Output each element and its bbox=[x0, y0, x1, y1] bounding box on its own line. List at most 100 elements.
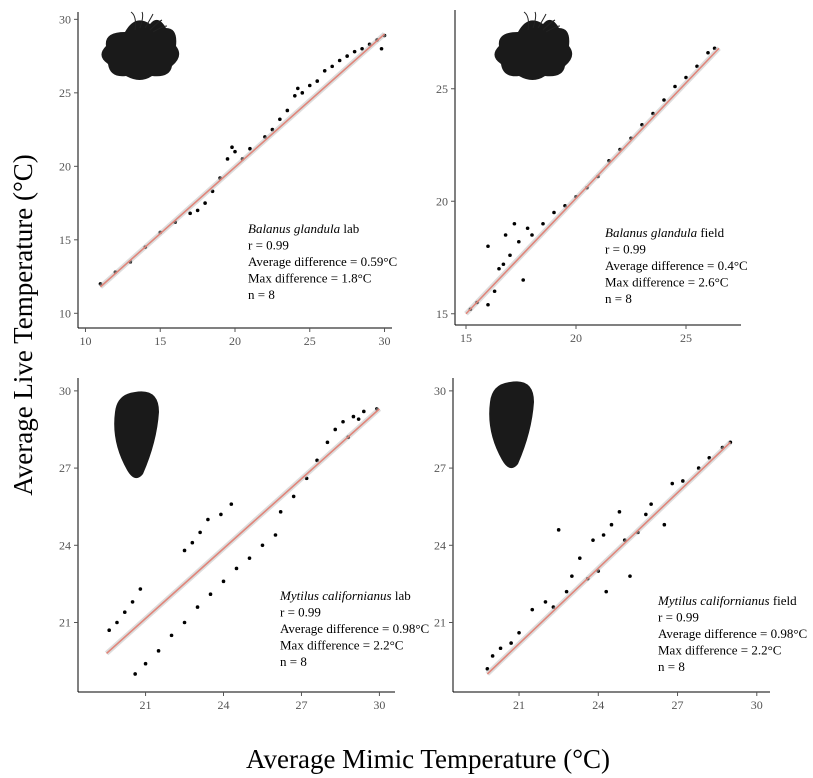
point bbox=[330, 64, 334, 69]
x-tick-label: 10 bbox=[79, 334, 91, 348]
point bbox=[649, 502, 653, 506]
point bbox=[530, 233, 534, 237]
point bbox=[293, 93, 297, 98]
barnacle-icon bbox=[101, 11, 180, 80]
y-tick-label: 20 bbox=[59, 159, 71, 173]
mussel-icon bbox=[114, 391, 159, 479]
point bbox=[278, 117, 282, 122]
point bbox=[203, 201, 207, 205]
point bbox=[322, 68, 327, 73]
x-tick-label: 27 bbox=[672, 698, 684, 712]
point bbox=[498, 646, 503, 651]
annotation-title: Balanus glandula field bbox=[605, 225, 725, 240]
point bbox=[296, 86, 300, 91]
point bbox=[234, 566, 239, 571]
point bbox=[662, 522, 667, 527]
point bbox=[541, 221, 545, 226]
point bbox=[356, 417, 361, 421]
annotation-line: Average difference = 0.98°C bbox=[280, 621, 429, 636]
point bbox=[552, 210, 556, 215]
point bbox=[225, 157, 230, 161]
point bbox=[195, 605, 200, 609]
setting: field bbox=[700, 225, 724, 240]
x-tick-label: 30 bbox=[379, 334, 391, 348]
point bbox=[233, 149, 237, 154]
point bbox=[182, 548, 187, 553]
point bbox=[315, 79, 320, 83]
point bbox=[273, 533, 278, 537]
point bbox=[122, 610, 127, 615]
annotation-line: Max difference = 2.2°C bbox=[280, 638, 403, 653]
species: Mytilus californianus bbox=[657, 593, 770, 608]
point bbox=[260, 543, 265, 548]
x-tick-label: 20 bbox=[570, 331, 582, 345]
annotation-line: n = 8 bbox=[280, 654, 307, 669]
point bbox=[182, 620, 187, 625]
point bbox=[352, 49, 357, 54]
fit-line bbox=[106, 408, 380, 654]
point bbox=[517, 239, 521, 244]
annotation-line: Average difference = 0.98°C bbox=[658, 626, 807, 641]
x-tick-label: 30 bbox=[751, 698, 763, 712]
annotation-title: Mytilus californianus lab bbox=[279, 588, 411, 603]
point bbox=[156, 649, 161, 653]
point bbox=[628, 574, 632, 578]
y-tick-label: 24 bbox=[434, 538, 446, 552]
point bbox=[300, 91, 305, 95]
annotation-line: n = 8 bbox=[658, 659, 685, 674]
annotation-title: Balanus glandula lab bbox=[248, 221, 359, 236]
point bbox=[188, 211, 192, 216]
point bbox=[130, 600, 135, 604]
y-tick-label: 24 bbox=[59, 538, 71, 552]
fit-line bbox=[486, 441, 731, 675]
point bbox=[490, 654, 495, 658]
point bbox=[107, 628, 111, 633]
point bbox=[706, 50, 710, 55]
point bbox=[509, 641, 513, 645]
y-tick-label: 15 bbox=[59, 233, 71, 247]
point bbox=[230, 145, 234, 150]
annotation-line: r = 0.99 bbox=[280, 605, 321, 620]
point bbox=[379, 46, 384, 51]
point bbox=[208, 592, 213, 596]
x-tick-label: 25 bbox=[680, 331, 692, 345]
species: Balanus glandula bbox=[248, 221, 341, 236]
point bbox=[564, 589, 569, 594]
point bbox=[247, 556, 252, 560]
x-tick-label: 25 bbox=[304, 334, 316, 348]
annotation-line: r = 0.99 bbox=[248, 238, 289, 253]
mussel-icon bbox=[489, 381, 534, 469]
point bbox=[362, 409, 366, 414]
point bbox=[670, 481, 675, 486]
annotation-title: Mytilus californianus field bbox=[657, 593, 797, 608]
point bbox=[601, 533, 606, 537]
species: Mytilus californianus bbox=[279, 588, 392, 603]
y-tick-label: 15 bbox=[436, 307, 448, 321]
point bbox=[206, 517, 210, 522]
point bbox=[248, 146, 252, 151]
point bbox=[497, 266, 501, 271]
point bbox=[169, 633, 174, 638]
point bbox=[115, 620, 119, 625]
annotation-line: Max difference = 1.8°C bbox=[248, 271, 371, 286]
annotation-line: r = 0.99 bbox=[658, 610, 699, 625]
point bbox=[591, 538, 595, 542]
point bbox=[673, 84, 677, 89]
x-tick-label: 27 bbox=[295, 698, 307, 712]
y-tick-label: 30 bbox=[434, 384, 446, 398]
y-tick-label: 30 bbox=[59, 12, 71, 26]
point bbox=[138, 587, 143, 591]
point bbox=[503, 233, 508, 237]
point bbox=[530, 607, 535, 612]
point bbox=[341, 419, 345, 424]
point bbox=[609, 522, 614, 527]
y-tick-label: 20 bbox=[436, 194, 448, 208]
x-tick-label: 21 bbox=[140, 698, 152, 712]
x-tick-label: 20 bbox=[229, 334, 241, 348]
point bbox=[229, 502, 234, 506]
annotation-line: Average difference = 0.4°C bbox=[605, 258, 748, 273]
species: Balanus glandula bbox=[605, 225, 698, 240]
point bbox=[291, 494, 296, 499]
y-tick-label: 25 bbox=[436, 82, 448, 96]
